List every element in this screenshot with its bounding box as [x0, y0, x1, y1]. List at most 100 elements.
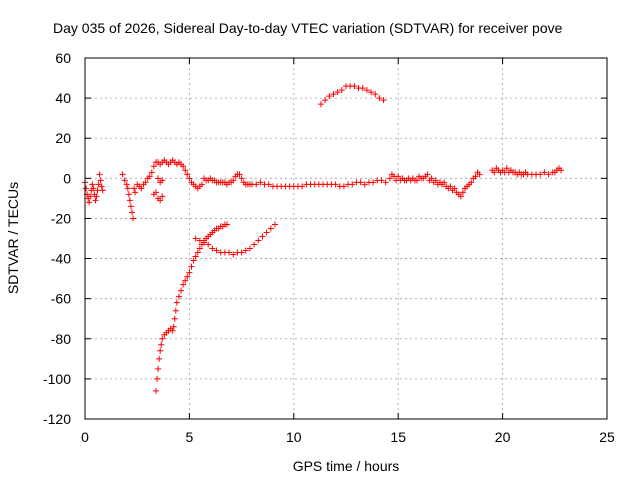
data-point	[86, 199, 93, 206]
data-point	[558, 167, 565, 174]
data-point	[123, 181, 130, 188]
data-point	[503, 165, 510, 172]
data-point	[192, 253, 199, 260]
data-point	[230, 177, 237, 184]
data-point	[370, 179, 377, 186]
data-point	[186, 269, 193, 276]
y-tick-label: 0	[63, 170, 71, 186]
x-tick-label: 10	[286, 429, 302, 445]
data-point	[378, 177, 385, 184]
x-tick-label: 20	[495, 429, 511, 445]
data-point	[238, 175, 245, 182]
data-point	[131, 185, 138, 192]
y-tick-label: -100	[43, 371, 71, 387]
data-point	[157, 197, 164, 204]
x-tick-label: 5	[186, 429, 194, 445]
data-point	[198, 181, 205, 188]
grid	[85, 58, 607, 419]
data-point	[121, 177, 128, 184]
data-point	[175, 293, 182, 300]
y-tick-label: -40	[51, 251, 71, 267]
data-point	[178, 287, 185, 294]
y-axis-label: SDTVAR / TECUs	[5, 182, 21, 294]
data-point	[476, 171, 483, 178]
data-point	[230, 251, 237, 258]
data-point	[428, 175, 435, 182]
data-point	[340, 183, 347, 190]
data-point	[89, 181, 96, 188]
y-tick-label: 20	[55, 130, 71, 146]
data-point	[209, 245, 216, 252]
data-point	[322, 97, 329, 104]
data-point	[128, 209, 135, 216]
x-tick-label: 0	[81, 429, 89, 445]
data-point	[146, 173, 153, 180]
data-point	[265, 181, 272, 188]
data-point	[152, 189, 159, 196]
data-point	[424, 171, 431, 178]
data-point	[170, 323, 177, 330]
data-point	[99, 187, 106, 194]
data-point	[127, 203, 134, 210]
axis-ticks: 0 5 10 15 20 25 60 40 20 0 -20 -40 -60 -80 -100 -120	[43, 50, 615, 445]
data-point	[126, 197, 133, 204]
data-point	[93, 193, 100, 200]
data-point	[95, 181, 102, 188]
data-point	[184, 273, 191, 280]
data-point	[380, 97, 387, 104]
data-point	[236, 171, 243, 178]
data-point	[196, 245, 203, 252]
data-point	[246, 245, 253, 252]
data-point	[263, 229, 270, 236]
data-point	[169, 327, 176, 334]
data-point	[447, 183, 454, 190]
y-tick-label: 60	[55, 50, 71, 66]
data-point	[332, 181, 339, 188]
data-point	[376, 95, 383, 102]
data-point	[90, 185, 97, 192]
data-point	[468, 179, 475, 186]
data-point	[186, 175, 193, 182]
data-point	[223, 221, 230, 228]
data-point	[226, 249, 233, 256]
data-point	[326, 93, 333, 100]
data-point	[138, 185, 145, 192]
data-point	[201, 239, 208, 246]
data-point	[83, 185, 90, 192]
data-point	[545, 171, 552, 178]
data-point	[92, 197, 99, 204]
data-point	[368, 89, 375, 96]
y-tick-label: -80	[51, 331, 71, 347]
data-point	[267, 225, 274, 232]
data-point	[154, 375, 161, 382]
y-tick-label: 40	[55, 90, 71, 106]
chart-title: Day 035 of 2026, Sidereal Day-to-day VTE…	[53, 20, 563, 36]
data-point	[157, 347, 164, 354]
data-point	[317, 101, 324, 108]
y-tick-label: -120	[43, 411, 71, 427]
x-tick-label: 25	[599, 429, 615, 445]
data-point	[172, 307, 179, 314]
data-points	[82, 83, 565, 394]
data-point	[87, 193, 94, 200]
data-point	[159, 177, 166, 184]
data-point	[94, 187, 101, 194]
data-point	[180, 163, 187, 170]
data-point	[395, 173, 402, 180]
data-point	[472, 173, 479, 180]
data-point	[382, 179, 389, 186]
data-point	[255, 237, 262, 244]
data-point	[182, 277, 189, 284]
data-point	[125, 191, 132, 198]
data-point	[152, 387, 159, 394]
x-tick-label: 15	[390, 429, 406, 445]
data-point	[96, 171, 103, 178]
data-point	[130, 215, 137, 222]
data-point	[124, 185, 131, 192]
data-point	[349, 181, 356, 188]
data-point	[386, 175, 393, 182]
data-point	[155, 175, 162, 182]
data-point	[491, 169, 498, 176]
data-point	[363, 87, 370, 94]
